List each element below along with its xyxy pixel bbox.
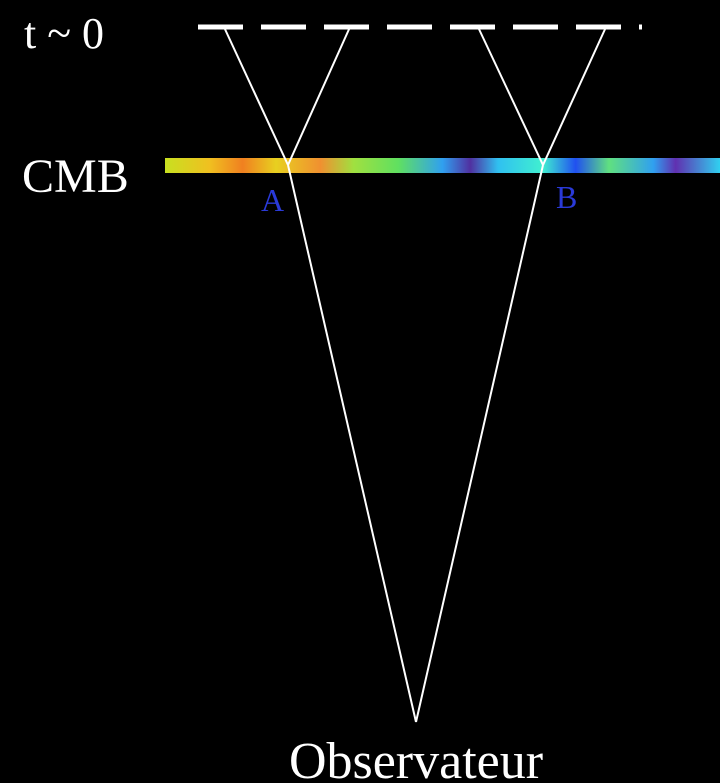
cmb-band	[165, 158, 720, 173]
point-label: B	[556, 179, 577, 215]
background	[0, 0, 720, 783]
cmb-label: CMB	[22, 150, 129, 203]
diagram: t ~ 0 CMB A B Observateur	[0, 0, 720, 783]
point-label: A	[261, 182, 284, 218]
time-label: t ~ 0	[24, 9, 104, 58]
observer-label: Observateur	[289, 733, 543, 783]
